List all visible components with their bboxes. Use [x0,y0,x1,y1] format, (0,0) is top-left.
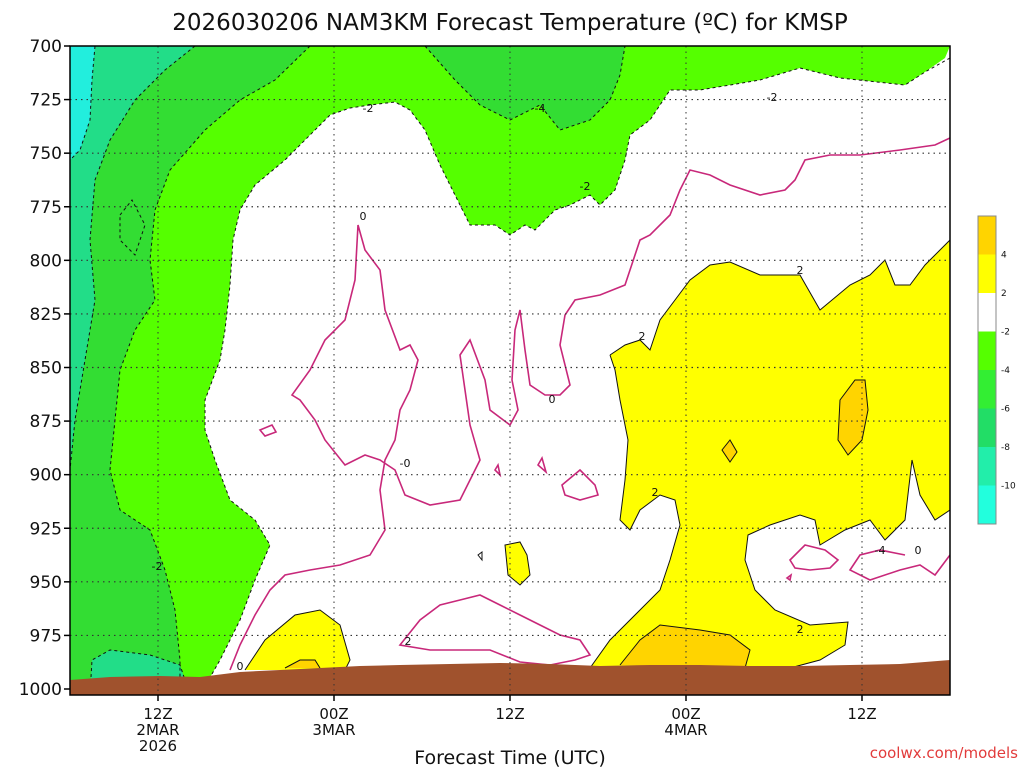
contour-label: -4 [875,544,886,557]
band-yellow-small [505,542,530,585]
legend-label: -4 [1001,366,1010,376]
contour-label: 2 [652,486,659,499]
chart-title: 2026030206 NAM3KM Forecast Temperature (… [172,10,848,36]
plot-area [70,46,950,695]
x-tick-label: 00Z [671,705,700,723]
contour-label: -2 [152,560,163,573]
band-teal [70,46,195,470]
ground-terrain [70,660,950,695]
legend-label: -8 [1001,443,1010,453]
band-gold-4 [285,660,320,668]
y-tick-label: 725 [30,91,62,111]
contour-label: 2 [405,635,412,648]
contour-label: -0 [400,457,411,470]
legend-label: 2 [1001,289,1007,299]
grid-lines [70,46,950,695]
y-tick-label: 700 [30,37,62,57]
x-tick-label: 12Z [143,705,172,723]
contour-label: -2 [363,102,374,115]
legend-swatch [978,447,996,486]
legend-label: 4 [1001,251,1007,261]
y-tick-label: 875 [30,412,62,432]
band-green-upper [425,46,625,130]
band-gold-1 [838,380,868,455]
contour-label: -2 [580,180,591,193]
y-axis-ticks: 700 725 750 775 800 825 850 875 900 925 950 975 1000 [19,37,70,700]
contour-label: -2 [767,91,778,104]
contour-label: 0 [915,544,922,557]
x-tick-label: 2026 [139,737,177,755]
legend-swatch [978,370,996,409]
contour-label: 0 [237,660,244,673]
legend-swatch [978,293,996,332]
band-cyan [70,46,95,160]
x-tick-label: 12Z [495,705,524,723]
y-tick-label: 825 [30,305,62,325]
y-tick-label: 1000 [19,680,62,700]
y-tick-label: 975 [30,626,62,646]
contour-label: 2 [797,623,804,636]
legend-swatch [978,216,996,255]
plot-frame [69,45,951,696]
legend-label: -10 [1001,482,1016,492]
y-tick-label: 800 [30,251,62,271]
credit-text[interactable]: coolwx.com/models [870,744,1018,762]
band-green-mid [70,46,310,695]
legend-label: -6 [1001,405,1010,415]
x-axis-title: Forecast Time (UTC) [414,747,605,768]
y-tick-label: 850 [30,359,62,379]
contour-label: 2 [639,330,646,343]
zero-contours [229,137,950,671]
contour-label: 2 [797,264,804,277]
y-tick-label: 950 [30,573,62,593]
x-tick-label: 2MAR [136,721,179,739]
y-tick-label: 750 [30,144,62,164]
legend-swatch [978,331,996,370]
x-tick-label: 12Z [847,705,876,723]
y-tick-label: 900 [30,466,62,486]
contour-labels: -2 -4 -2 -2 0 -2 2 2 0 -0 2 -4 0 2 2 0 [152,91,922,673]
contour-label: 0 [549,393,556,406]
x-tick-label: 3MAR [312,721,355,739]
y-tick-label: 925 [30,519,62,539]
legend-swatch [978,408,996,447]
x-tick-label: 4MAR [664,721,707,739]
legend-label: -2 [1001,328,1010,338]
contour-label: -4 [535,102,546,115]
legend-swatch [978,254,996,293]
color-legend: 4 2 -2 -4 -6 -8 -10 [977,215,1016,525]
contour-label: 0 [360,210,367,223]
x-tick-label: 00Z [319,705,348,723]
legend-frame [977,215,997,525]
legend-swatch [978,485,996,524]
warm-contours [244,239,950,671]
band-yellow-bottom-left [245,610,350,670]
y-tick-label: 775 [30,198,62,218]
band-gold-3 [620,625,750,668]
band-yellow-right [590,240,950,668]
